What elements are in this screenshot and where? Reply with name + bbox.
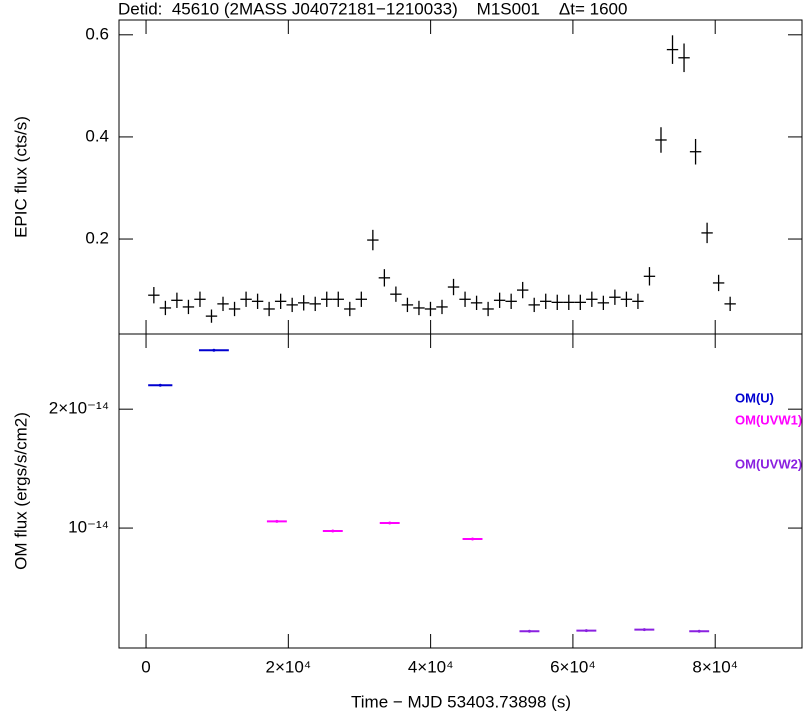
point <box>388 521 392 525</box>
x-tick-label: 2×10⁴ <box>266 657 312 676</box>
point <box>584 629 588 633</box>
point <box>158 383 162 387</box>
point <box>471 537 475 541</box>
y-tick-label: 0.6 <box>85 24 109 43</box>
y-tick-label: 0.2 <box>85 229 109 248</box>
y-axis-label: EPIC flux (cts/s) <box>11 116 30 238</box>
y-tick-label: 2×10⁻¹⁴ <box>49 399 109 418</box>
chart-title: Detid: 45610 (2MASS J04072181−1210033) M… <box>118 0 627 18</box>
legend-entry: OM(UVW1) <box>735 412 802 427</box>
y-axis-label: OM flux (ergs/s/cm2) <box>11 412 30 570</box>
point <box>642 628 646 632</box>
y-tick-label: 10⁻¹⁴ <box>68 518 109 537</box>
x-tick-label: 8×10⁴ <box>692 657 738 676</box>
point <box>212 348 216 352</box>
x-tick-label: 4×10⁴ <box>408 657 454 676</box>
y-tick-label: 0.4 <box>85 126 109 145</box>
bottom-frame <box>118 333 803 649</box>
legend-entry: OM(U) <box>735 390 774 405</box>
point <box>697 629 701 633</box>
x-axis-label: Time − MJD 53403.73898 (s) <box>351 692 571 711</box>
point <box>527 629 531 633</box>
point <box>275 519 279 523</box>
legend-entry: OM(UVW2) <box>735 456 802 471</box>
x-tick-label: 0 <box>141 657 150 676</box>
x-tick-label: 6×10⁴ <box>550 657 596 676</box>
point <box>331 529 335 533</box>
